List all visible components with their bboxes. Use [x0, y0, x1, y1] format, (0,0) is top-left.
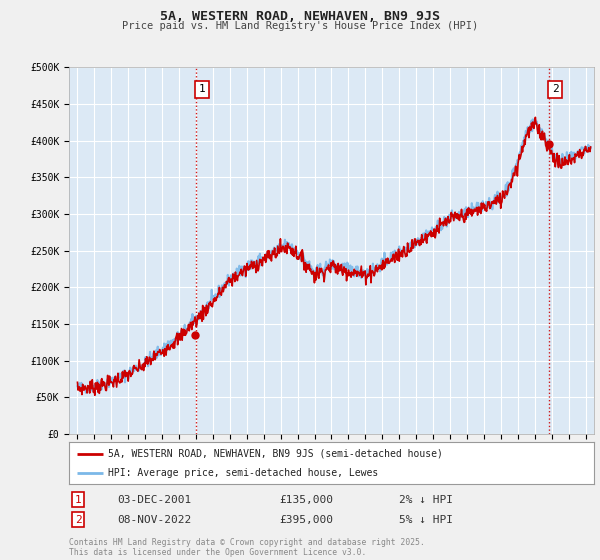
Text: HPI: Average price, semi-detached house, Lewes: HPI: Average price, semi-detached house,… [109, 468, 379, 478]
Text: £135,000: £135,000 [279, 494, 333, 505]
Text: 03-DEC-2001: 03-DEC-2001 [117, 494, 191, 505]
Text: 5A, WESTERN ROAD, NEWHAVEN, BN9 9JS (semi-detached house): 5A, WESTERN ROAD, NEWHAVEN, BN9 9JS (sem… [109, 449, 443, 459]
Text: 2: 2 [551, 84, 559, 94]
Text: 5A, WESTERN ROAD, NEWHAVEN, BN9 9JS: 5A, WESTERN ROAD, NEWHAVEN, BN9 9JS [160, 10, 440, 23]
Text: Contains HM Land Registry data © Crown copyright and database right 2025.
This d: Contains HM Land Registry data © Crown c… [69, 538, 425, 557]
Text: 5% ↓ HPI: 5% ↓ HPI [399, 515, 453, 525]
Text: Price paid vs. HM Land Registry's House Price Index (HPI): Price paid vs. HM Land Registry's House … [122, 21, 478, 31]
Text: 08-NOV-2022: 08-NOV-2022 [117, 515, 191, 525]
Text: 1: 1 [74, 494, 82, 505]
Text: 2: 2 [74, 515, 82, 525]
Text: 1: 1 [199, 84, 205, 94]
Text: 2% ↓ HPI: 2% ↓ HPI [399, 494, 453, 505]
Text: £395,000: £395,000 [279, 515, 333, 525]
